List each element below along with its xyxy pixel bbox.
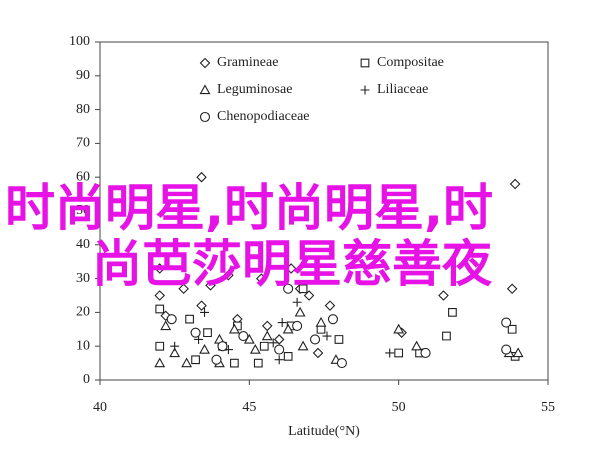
point bbox=[205, 280, 216, 291]
point bbox=[199, 343, 210, 354]
y-tick-label: 100 bbox=[69, 34, 90, 49]
point bbox=[292, 297, 302, 307]
point bbox=[154, 290, 166, 301]
point bbox=[154, 263, 166, 274]
point bbox=[191, 355, 200, 365]
point bbox=[203, 328, 212, 338]
point bbox=[283, 283, 294, 294]
point bbox=[223, 269, 234, 281]
point bbox=[292, 320, 303, 331]
point bbox=[501, 317, 512, 328]
point bbox=[297, 340, 309, 351]
point bbox=[230, 358, 239, 368]
y-tick-label: 30 bbox=[76, 271, 90, 286]
legend-label: Compositae bbox=[377, 55, 444, 70]
point bbox=[211, 354, 222, 365]
point bbox=[394, 348, 404, 358]
point bbox=[385, 348, 395, 358]
point bbox=[507, 324, 517, 334]
point bbox=[506, 283, 518, 295]
x-tick-label: 50 bbox=[392, 400, 406, 415]
point bbox=[178, 283, 189, 295]
point bbox=[200, 307, 210, 317]
point bbox=[309, 334, 321, 345]
point bbox=[196, 171, 207, 183]
y-tick-label: 60 bbox=[76, 169, 90, 184]
point bbox=[312, 347, 324, 359]
point bbox=[181, 357, 193, 368]
point bbox=[228, 323, 240, 334]
legend-label: Liliaceae bbox=[377, 82, 428, 97]
point bbox=[283, 351, 293, 361]
point bbox=[285, 263, 297, 274]
y-tick-label: 90 bbox=[76, 68, 90, 83]
point bbox=[259, 341, 269, 351]
point bbox=[196, 300, 207, 311]
point bbox=[274, 355, 284, 365]
point bbox=[249, 343, 261, 354]
point bbox=[448, 308, 457, 317]
point bbox=[160, 310, 171, 322]
x-tick-label: 45 bbox=[242, 400, 256, 415]
point bbox=[298, 284, 308, 294]
point bbox=[261, 320, 273, 332]
point bbox=[268, 338, 278, 348]
x-tick-label: 40 bbox=[93, 400, 107, 415]
legend-marker bbox=[360, 85, 370, 95]
point bbox=[501, 344, 512, 355]
point bbox=[334, 335, 344, 344]
y-tick-label: 40 bbox=[76, 237, 90, 252]
legend-marker bbox=[199, 84, 211, 95]
point bbox=[155, 304, 165, 314]
point bbox=[190, 327, 201, 338]
point bbox=[169, 347, 181, 358]
point bbox=[256, 273, 267, 284]
point bbox=[509, 178, 521, 190]
point bbox=[154, 357, 166, 368]
watermark-text: 尚芭莎明星慈善夜 bbox=[92, 235, 493, 293]
point bbox=[274, 344, 285, 355]
point bbox=[420, 347, 431, 359]
point bbox=[166, 314, 177, 325]
point bbox=[253, 358, 263, 368]
legend-marker bbox=[199, 57, 211, 69]
legend-label: Chenopodiaceae bbox=[217, 109, 310, 124]
point bbox=[324, 300, 336, 311]
point bbox=[261, 330, 273, 341]
point bbox=[303, 290, 315, 301]
y-tick-label: 50 bbox=[76, 203, 90, 218]
y-tick-label: 80 bbox=[76, 102, 90, 117]
y-tick-label: 0 bbox=[83, 372, 90, 387]
legend-label: Leguminosae bbox=[217, 82, 292, 97]
point bbox=[160, 320, 172, 331]
point bbox=[277, 318, 287, 328]
legend-marker bbox=[199, 111, 211, 123]
point bbox=[185, 314, 194, 324]
legend-label: Gramineae bbox=[217, 55, 278, 70]
point bbox=[393, 323, 405, 334]
watermark-text: 时尚明星,时尚明星,时 bbox=[5, 179, 493, 237]
point bbox=[512, 347, 524, 358]
point bbox=[273, 334, 285, 345]
y-tick-label: 70 bbox=[76, 136, 90, 151]
point bbox=[282, 323, 294, 334]
legend-marker bbox=[360, 58, 370, 68]
y-tick-label: 10 bbox=[76, 338, 90, 353]
point bbox=[315, 316, 327, 327]
point bbox=[442, 331, 451, 341]
x-axis-label: Latitude(°N) bbox=[288, 424, 360, 439]
point bbox=[170, 341, 180, 351]
y-tick-label: 20 bbox=[76, 305, 90, 320]
point bbox=[438, 290, 449, 301]
point bbox=[238, 331, 249, 342]
point bbox=[155, 341, 165, 351]
point bbox=[336, 358, 347, 369]
point bbox=[294, 306, 306, 317]
x-tick-label: 55 bbox=[541, 400, 555, 415]
point bbox=[411, 340, 423, 351]
point bbox=[217, 341, 228, 352]
point bbox=[327, 314, 339, 325]
point bbox=[322, 331, 332, 341]
